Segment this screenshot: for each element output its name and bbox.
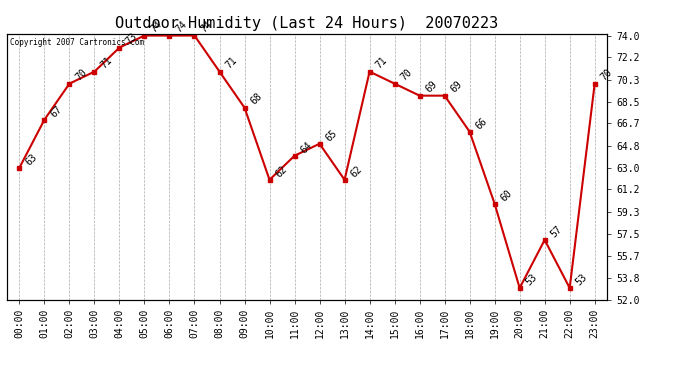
Text: 53: 53 [524,272,539,287]
Text: 70: 70 [599,68,614,83]
Text: 64: 64 [299,140,314,155]
Text: 62: 62 [274,164,289,179]
Text: 69: 69 [448,80,464,95]
Text: 62: 62 [348,164,364,179]
Text: 67: 67 [48,104,64,119]
Text: 71: 71 [99,56,114,71]
Text: 57: 57 [549,224,564,239]
Text: 53: 53 [574,272,589,287]
Text: 63: 63 [23,152,39,167]
Title: Outdoor Humidity (Last 24 Hours)  20070223: Outdoor Humidity (Last 24 Hours) 2007022… [115,16,499,31]
Text: 70: 70 [74,68,89,83]
Text: Copyright 2007 Cartronics.com: Copyright 2007 Cartronics.com [10,38,144,47]
Text: 68: 68 [248,92,264,107]
Text: 65: 65 [324,128,339,143]
Text: 70: 70 [399,68,414,83]
Text: 69: 69 [424,80,439,95]
Text: 73: 73 [124,32,139,47]
Text: 74: 74 [199,20,214,35]
Text: 60: 60 [499,188,514,203]
Text: 71: 71 [224,56,239,71]
Text: 74: 74 [174,20,189,35]
Text: 74: 74 [148,20,164,35]
Text: 66: 66 [474,116,489,131]
Text: 71: 71 [374,56,389,71]
